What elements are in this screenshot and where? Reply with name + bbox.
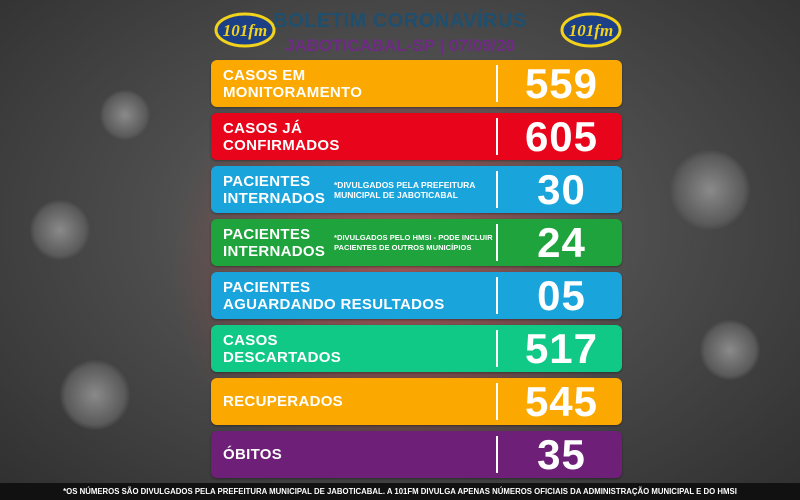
panel-divider	[496, 171, 498, 208]
panel-divider	[496, 383, 498, 420]
panel-label: CASOS EM MONITORAMENTO	[223, 66, 363, 101]
panel-label: CASOS DESCARTADOS	[223, 331, 342, 366]
panel-obitos: ÓBITOS 35	[211, 431, 622, 478]
panel-casos-monitoramento: CASOS EM MONITORAMENTO 559	[211, 60, 622, 107]
panel-divider	[496, 118, 498, 155]
virus-particle	[60, 360, 130, 430]
panel-note: *DIVULGADOS PELO HMSI - PODE INCLUIR PAC…	[334, 233, 493, 252]
panel-divider	[496, 436, 498, 473]
panel-note: *DIVULGADOS PELA PREFEITURA MUNICIPAL DE…	[334, 179, 476, 200]
panel-value: 35	[537, 430, 586, 478]
panel-value: 559	[524, 59, 599, 107]
panel-value: 517	[524, 324, 599, 372]
virus-particle	[700, 320, 760, 380]
logo-text: 101fm	[569, 21, 613, 40]
panel-internados-hmsi: PACIENTES INTERNADOS *DIVULGADOS PELO HM…	[211, 219, 622, 266]
radio-logo-icon: 101fm	[560, 12, 622, 48]
logo-text: 101fm	[223, 21, 267, 40]
virus-particle	[100, 90, 150, 140]
panel-value: 05	[537, 271, 586, 319]
panel-label: PACIENTES INTERNADOS	[223, 172, 326, 207]
panel-divider	[496, 224, 498, 261]
page-title: BOLETIM CORONAVÍRUS	[273, 10, 527, 32]
panel-label: PACIENTES INTERNADOS	[223, 225, 326, 260]
panel-divider	[496, 330, 498, 367]
panel-casos-descartados: CASOS DESCARTADOS 517	[211, 325, 622, 372]
page-subtitle: JABOTICABAL-SP | 07/09/20	[284, 36, 516, 55]
panel-casos-confirmados: CASOS JÁ CONFIRMADOS 605	[211, 113, 622, 160]
panel-internados-prefeitura: PACIENTES INTERNADOS *DIVULGADOS PELA PR…	[211, 166, 622, 213]
virus-particle	[30, 200, 90, 260]
panel-value: 30	[537, 165, 586, 213]
panel-label: PACIENTES AGUARDANDO RESULTADOS	[223, 278, 445, 313]
panel-value: 545	[524, 377, 599, 425]
header: 101fm BOLETIM CORONAVÍRUS JABOTICABAL-SP…	[0, 6, 800, 58]
panel-label: CASOS JÁ CONFIRMADOS	[223, 119, 340, 154]
footer-disclaimer: *OS NÚMEROS SÃO DIVULGADOS PELA PREFEITU…	[0, 483, 800, 500]
panel-recuperados: RECUPERADOS 545	[211, 378, 622, 425]
panel-divider	[496, 277, 498, 314]
panel-label: ÓBITOS	[223, 446, 283, 463]
panel-value: 605	[524, 112, 599, 160]
panel-divider	[496, 65, 498, 102]
radio-logo-icon: 101fm	[214, 12, 276, 48]
panel-aguardando-resultados: PACIENTES AGUARDANDO RESULTADOS 05	[211, 272, 622, 319]
panel-label: RECUPERADOS	[223, 393, 343, 410]
panel-value: 24	[537, 218, 586, 266]
virus-particle	[670, 150, 750, 230]
